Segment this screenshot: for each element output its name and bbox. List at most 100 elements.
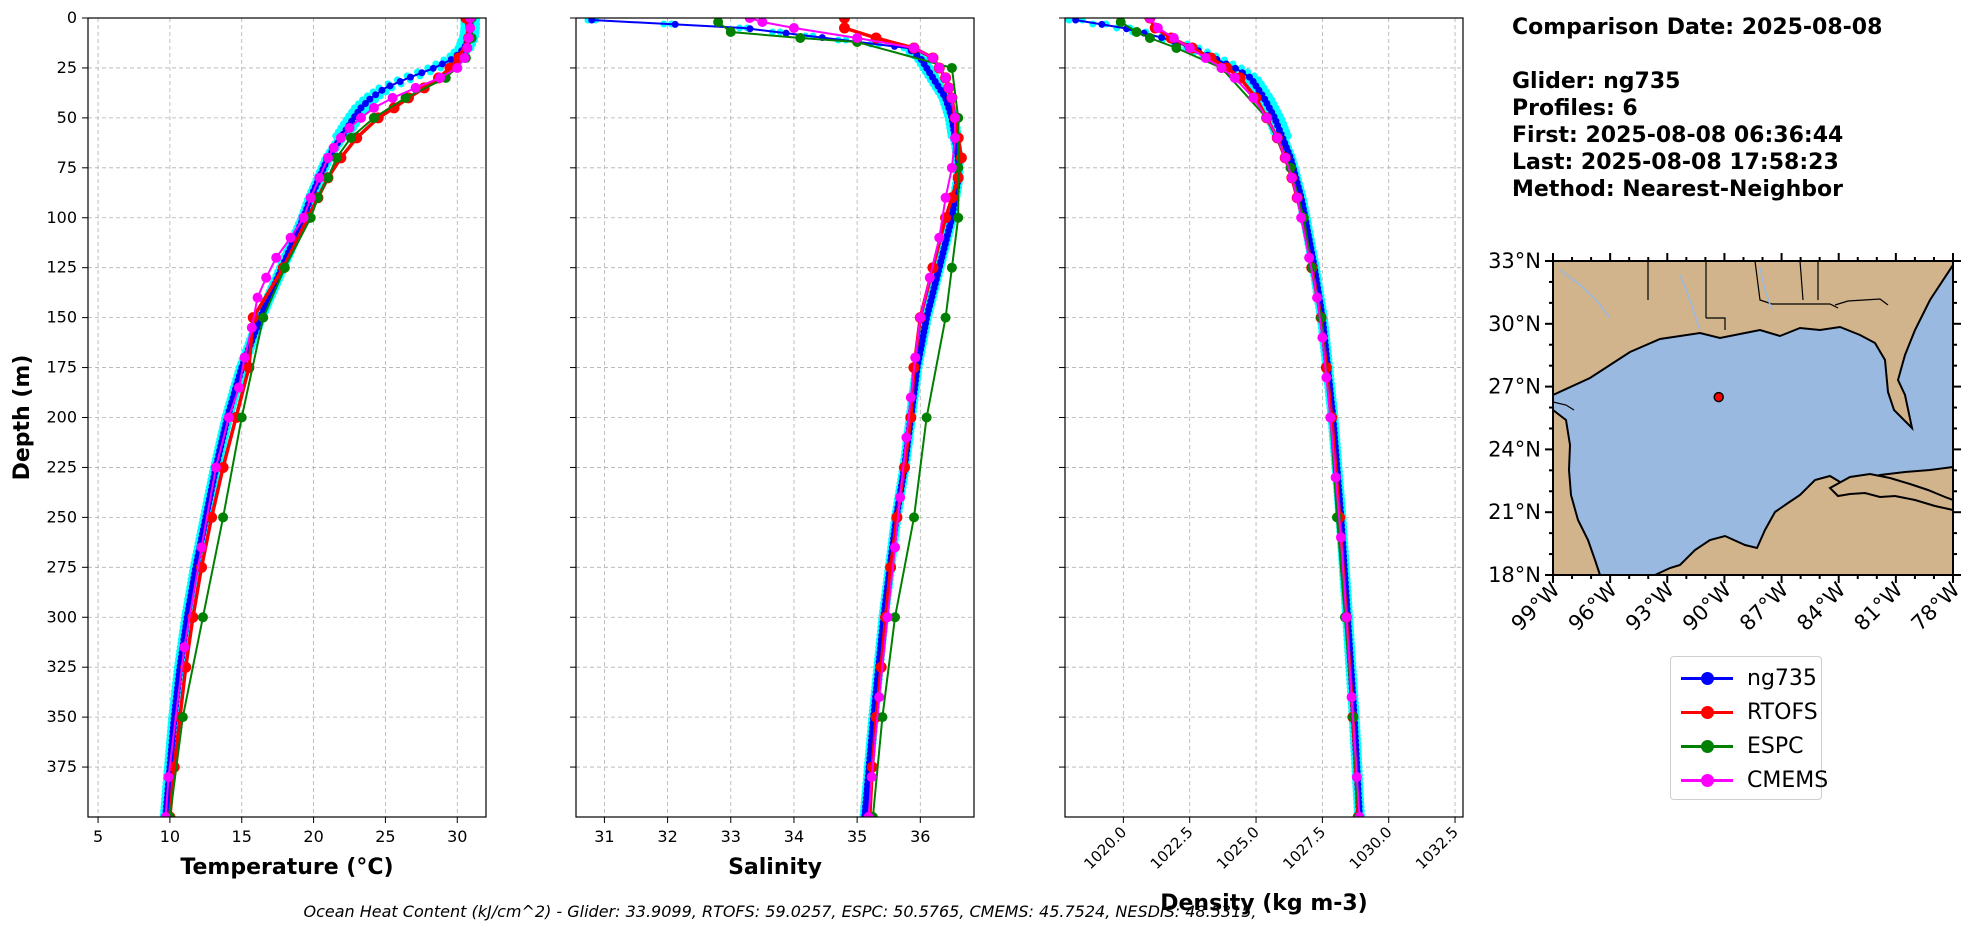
series-point-espc (279, 262, 290, 273)
series-group (588, 18, 967, 817)
series-point-cmems (1304, 252, 1315, 263)
x-tick-label: 1025.0 (1213, 823, 1263, 873)
series-point-ng735 (406, 73, 414, 81)
y-tick-label: 325 (46, 657, 77, 676)
series-point-espc (713, 18, 724, 27)
series-point-cmems (1144, 18, 1155, 23)
series-point-espc (953, 212, 964, 223)
series-point-espc (1331, 512, 1342, 523)
y-tick-label: 275 (46, 557, 77, 576)
x-tick-label: 31 (594, 827, 614, 846)
x-tick-label: 34 (784, 827, 804, 846)
glider-name: Glider: ng735 (1512, 69, 1681, 94)
series-point-espc (946, 262, 957, 273)
series-point-ng735 (447, 56, 455, 64)
series-point-cmems (882, 612, 893, 623)
y-tick-label: 125 (46, 258, 77, 277)
series-point-cmems (1325, 412, 1336, 423)
x-axis-label: Temperature (°C) (180, 855, 393, 880)
series-point-espc (908, 512, 919, 523)
series-point-rtofs (891, 511, 903, 523)
series-point-cmems (757, 18, 768, 27)
series-point-cmems (874, 692, 885, 703)
series-point-ng735 (746, 25, 754, 33)
series-point-cmems (233, 382, 244, 393)
series-point-cmems (322, 152, 333, 163)
series-point-cmems (927, 52, 938, 63)
x-tick-label: 1030.0 (1346, 823, 1396, 873)
series-group (1072, 18, 1365, 817)
map-lon-label: 93°W (1621, 577, 1679, 635)
y-tick-label: 50 (57, 108, 77, 127)
series-point-cmems (1184, 42, 1195, 53)
series-point-cmems (239, 352, 250, 363)
x-tick-label: 25 (375, 827, 395, 846)
series-point-espc (795, 32, 806, 43)
series-point-cmems (252, 292, 263, 303)
series-point-cmems (1229, 72, 1240, 83)
series-group (160, 18, 477, 817)
grid-lines (576, 17, 974, 817)
x-axis-label: Salinity (728, 855, 822, 880)
series-point-cmems (910, 352, 921, 363)
series-point-cmems (788, 22, 799, 33)
x-tick-label: 20 (303, 827, 323, 846)
glider-location-marker (1713, 391, 1724, 403)
legend-swatch (1681, 663, 1733, 693)
info-spacer (1512, 41, 1882, 68)
series-point-espc (940, 312, 951, 323)
series-point-cmems (1168, 32, 1179, 43)
series-point-cmems (1317, 332, 1328, 343)
series-point-ng735 (1231, 64, 1239, 72)
series-point-rtofs (838, 18, 850, 24)
legend-item-ng735: ng735 (1681, 663, 1817, 693)
series-point-cmems (940, 72, 951, 83)
series-point-cmems (915, 312, 926, 323)
series-point-cmems (410, 82, 421, 93)
legend-item-espc: ESPC (1681, 731, 1804, 761)
series-point-espc (1144, 32, 1155, 43)
legend-swatch (1681, 765, 1733, 795)
series-point-ng735 (1072, 18, 1080, 24)
series-point-ng735 (1098, 20, 1106, 28)
y-tick-label: 75 (57, 158, 77, 177)
map-lat-label: 33°N (1488, 249, 1541, 273)
series-point-ng735 (386, 82, 394, 90)
series-point-rtofs (905, 412, 917, 423)
map-lon-label: 96°W (1564, 577, 1622, 635)
series-point-cmems (744, 18, 755, 23)
series-point-cmems (950, 112, 961, 123)
map-lon-label: 81°W (1849, 577, 1907, 635)
series-point-cmems (895, 492, 906, 503)
legend-swatch (1681, 697, 1733, 727)
series-point-cmems (210, 462, 221, 473)
series-point-cmems (1312, 292, 1323, 303)
series-point-ng735 (588, 18, 596, 24)
map-lat-label: 18°N (1488, 563, 1541, 587)
series-point-cmems (934, 62, 945, 73)
series-point-rtofs (217, 461, 229, 473)
series-point-cmems (305, 192, 316, 203)
y-tick-label: 375 (46, 757, 77, 776)
legend-swatch (1681, 731, 1733, 761)
x-axis-label: Density (kg m-3) (1160, 891, 1368, 916)
first-time: First: 2025-08-08 06:36:44 (1512, 123, 1844, 148)
x-tick-label: 1027.5 (1279, 823, 1329, 873)
series-point-rtofs (206, 511, 218, 523)
x-tick-label: 10 (160, 827, 180, 846)
series-point-rtofs (885, 561, 897, 573)
series-point-rtofs (388, 102, 400, 114)
series-point-cmems (901, 432, 912, 443)
salinity-panel: 31 32 33 34 35 36 Salinity (570, 17, 975, 880)
map-lat-label: 30°N (1488, 312, 1541, 336)
series-point-cmems (1152, 22, 1163, 33)
y-tick-label: 100 (46, 208, 77, 227)
y-axis-label: Depth (m) (10, 355, 35, 481)
series-point-espc (1171, 42, 1182, 53)
series-point-cmems (335, 132, 346, 143)
series-point-cmems (355, 112, 366, 123)
series-point-cmems (946, 162, 957, 173)
state-borders (1553, 261, 1889, 411)
y-tick-label: 150 (46, 308, 77, 327)
map-lon-label: 90°W (1678, 577, 1736, 635)
